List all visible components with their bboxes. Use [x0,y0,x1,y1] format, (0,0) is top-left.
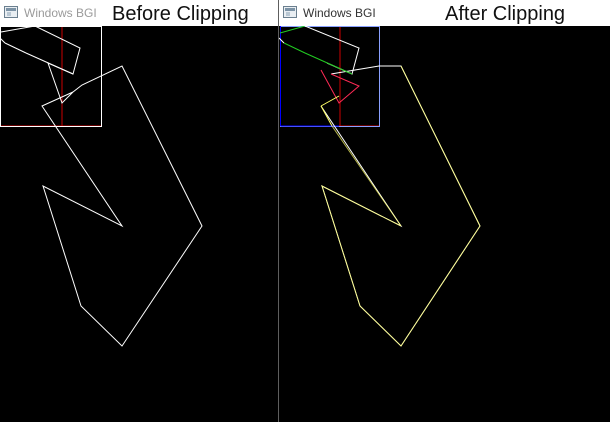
title-bar[interactable]: Windows BGI Before Clipping [0,0,278,26]
clipped-crossing-edge [4,42,27,54]
before-clipping-window: Windows BGI Before Clipping [0,0,278,422]
window-title: Windows BGI [24,6,97,20]
after-clipping-caption: After Clipping [445,3,566,25]
polygon-outside [320,65,481,347]
drawing-canvas [0,26,278,422]
clipped-crossing-edge [0,37,6,44]
after-clipping-window: Windows BGI After Clipping [279,0,610,422]
graphics-canvas [0,26,203,347]
clipped-inside-edge [304,26,360,75]
clipped-green-edge [283,42,353,75]
clipped-partial-edge [320,95,340,107]
clipped-inside-red [320,69,360,104]
graphics-canvas [279,26,481,347]
window-title: Windows BGI [303,6,376,20]
clipped-crossing-edge [279,37,285,44]
polygon-yellow-edge [321,65,481,347]
window-divider [278,0,279,422]
title-bar[interactable]: Windows BGI After Clipping [279,0,610,26]
app-window-icon[interactable] [283,6,297,18]
app-window-icon[interactable] [4,6,18,18]
clipped-inside-green [279,26,306,34]
polygon-edge [25,52,74,75]
clip-window-rect [280,26,380,127]
clipped-partial-edge [320,105,333,127]
drawing-canvas [279,26,610,422]
clip-window-rect [0,26,102,127]
small-polygon [0,26,203,347]
before-clipping-caption: Before Clipping [112,3,249,25]
